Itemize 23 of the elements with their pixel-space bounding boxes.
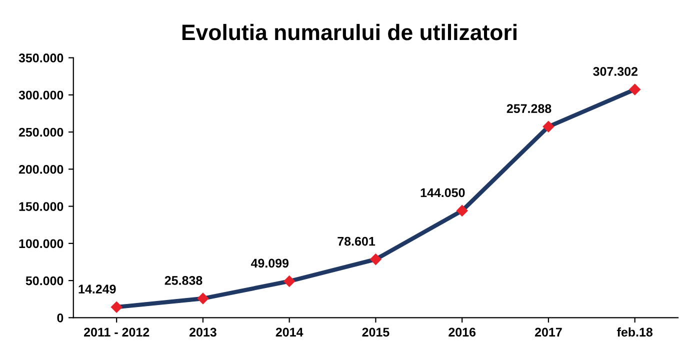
- y-tick-label: 150.000: [19, 202, 64, 211]
- y-tick-label: 0: [57, 313, 64, 322]
- x-tick-label: 2015: [362, 328, 390, 337]
- data-label: 78.601: [338, 236, 376, 246]
- x-tick-label: 2011 - 2012: [84, 328, 150, 337]
- y-tick-label: 200.000: [18, 164, 64, 174]
- data-label: 25.838: [164, 276, 202, 285]
- y-tick-label: 250.000: [18, 128, 64, 137]
- x-tick-label: 2013: [189, 328, 216, 337]
- y-tick-label: 350.000: [18, 54, 64, 62]
- data-label: 257.288: [506, 104, 552, 114]
- x-tick-label: feb.18: [616, 327, 653, 337]
- data-label: 49.099: [250, 258, 289, 268]
- y-tick-label: 100.000: [19, 239, 64, 248]
- x-tick-label: 2016: [448, 328, 476, 337]
- y-tick-label: 300.000: [18, 90, 64, 100]
- x-tick-label: 2017: [534, 328, 562, 337]
- chart-title: Evolutia numarului de utilizatori: [182, 24, 516, 40]
- data-label: 14.249: [78, 284, 116, 294]
- y-tick-label: 50.000: [26, 276, 64, 286]
- data-label: 144.050: [420, 188, 465, 198]
- data-label: 307.302: [593, 67, 638, 76]
- x-tick-label: 2014: [276, 328, 304, 337]
